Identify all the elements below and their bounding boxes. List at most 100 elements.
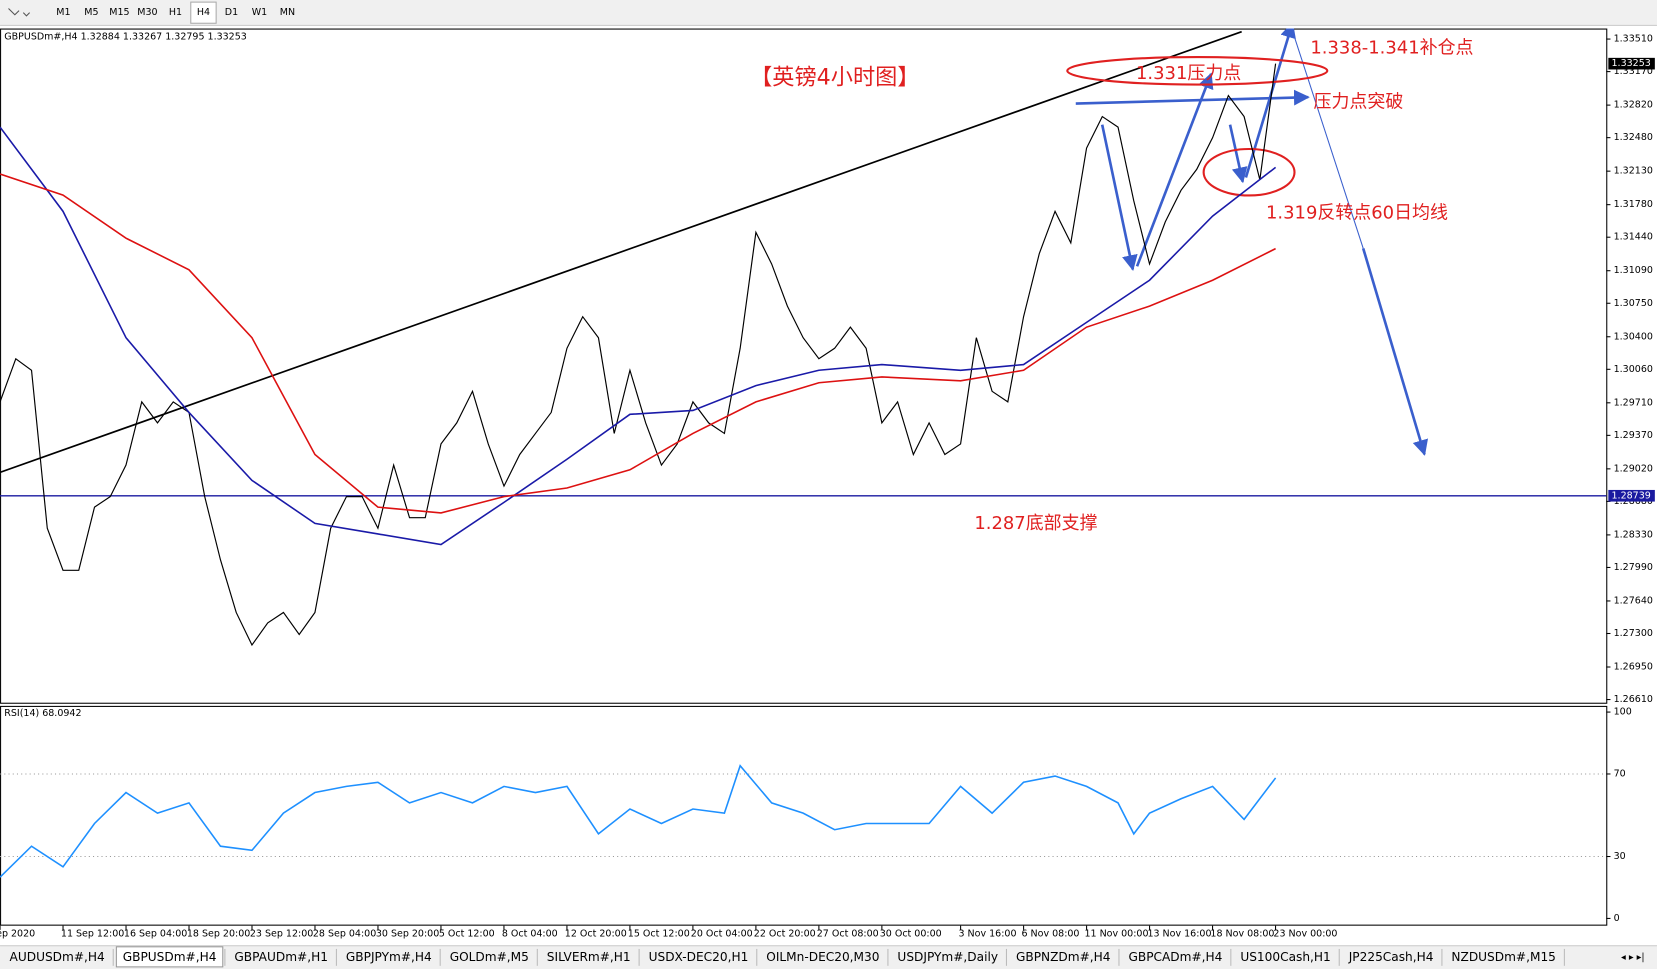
tab-bg bbox=[3, 946, 112, 967]
projection bbox=[1291, 28, 1364, 249]
tab-bg bbox=[228, 946, 335, 967]
x-tick-label: 30 Sep 20:00 bbox=[376, 929, 439, 940]
price-tag-label: 1.33253 bbox=[1612, 58, 1651, 69]
arrow bbox=[1228, 124, 1248, 184]
x-tick-label: 8 Oct 04:00 bbox=[502, 929, 558, 940]
tab[interactable]: AUDUSDm#,H4 bbox=[10, 950, 105, 964]
y-tick-label: 1.27300 bbox=[1614, 628, 1653, 639]
timeframe-button[interactable]: M15 bbox=[109, 7, 129, 18]
drawings bbox=[0, 28, 1429, 474]
tab-bg bbox=[1342, 946, 1440, 967]
tab[interactable]: JP225Cash,H4 bbox=[1348, 950, 1434, 964]
y-tick-label: 1.33170 bbox=[1614, 66, 1653, 77]
tab-bg bbox=[443, 946, 536, 967]
annotation: 1.319反转点60日均线 bbox=[1266, 202, 1448, 223]
y-tick-label: 1.27990 bbox=[1614, 562, 1653, 573]
trendline bbox=[0, 30, 1242, 474]
timeframe-button[interactable]: M1 bbox=[56, 7, 70, 18]
y-tick-label: 100 bbox=[1614, 707, 1632, 718]
price-pane bbox=[0, 28, 1608, 704]
tab[interactable]: GOLDm#,M5 bbox=[450, 950, 529, 964]
timeframe-button[interactable]: M30 bbox=[137, 7, 157, 18]
y-tick-label: 1.33510 bbox=[1614, 34, 1653, 45]
y-tick-label: 30 bbox=[1614, 851, 1626, 862]
y-tick-label: 1.26610 bbox=[1614, 694, 1653, 705]
tab[interactable]: GBPNZDm#,H4 bbox=[1016, 950, 1111, 964]
x-tick-label: 6 Nov 08:00 bbox=[1021, 929, 1079, 940]
x-tick-label: 30 Oct 00:00 bbox=[880, 929, 942, 940]
y-tick-label: 1.29020 bbox=[1614, 463, 1653, 474]
series-line bbox=[0, 126, 1277, 546]
tab-scroll[interactable]: ◂ ▸ ▸| bbox=[1621, 952, 1645, 963]
y-tick-label: 1.26950 bbox=[1614, 662, 1653, 673]
arrow bbox=[1244, 28, 1296, 178]
x-tick-label: 22 Oct 20:00 bbox=[754, 929, 816, 940]
tab-bg bbox=[540, 946, 637, 967]
tab[interactable]: USDX-DEC20,H1 bbox=[649, 950, 749, 964]
timeframe-bar: M1 M5 M15 M30 H1 H4 D1 W1 MN bbox=[56, 1, 295, 24]
tab[interactable]: NZDUSDm#,M15 bbox=[1451, 950, 1555, 964]
tab[interactable]: USDJPYm#,Daily bbox=[897, 950, 998, 964]
annotation: 1.287底部支撑 bbox=[974, 513, 1097, 534]
y-tick-label: 0 bbox=[1614, 913, 1620, 924]
chart-title: 【英镑4小时图】 bbox=[750, 65, 919, 91]
highlight-ellipse bbox=[1202, 147, 1296, 197]
y-tick-label: 1.30750 bbox=[1614, 298, 1653, 309]
y-tick-label: 1.31090 bbox=[1614, 265, 1653, 276]
timeframe-active bbox=[190, 1, 217, 24]
y-tick-label: 1.32130 bbox=[1614, 166, 1653, 177]
x-tick-label: 12 Oct 20:00 bbox=[565, 929, 627, 940]
highlight-ellipse bbox=[1066, 56, 1329, 86]
x-tick-label: 23 Nov 00:00 bbox=[1273, 929, 1337, 940]
timeframe-button[interactable]: M5 bbox=[84, 7, 98, 18]
x-tick-label: 28 Sep 04:00 bbox=[313, 929, 376, 940]
x-tick-label: 11 Sep 12:00 bbox=[61, 929, 124, 940]
y-tick-label: 1.31780 bbox=[1614, 199, 1653, 210]
y-tick-label: 1.32480 bbox=[1614, 132, 1653, 143]
tool-icon[interactable] bbox=[8, 8, 31, 17]
x-tick-label: 23 Sep 12:00 bbox=[250, 929, 313, 940]
tab-bg bbox=[759, 946, 886, 967]
x-tick-label: 15 Oct 12:00 bbox=[628, 929, 690, 940]
price-tag-label: 1.28739 bbox=[1612, 490, 1651, 501]
arrow bbox=[1361, 247, 1429, 456]
tab-bg bbox=[1122, 946, 1229, 967]
tab[interactable]: US100Cash,H1 bbox=[1240, 950, 1330, 964]
tab[interactable]: GBPCADm#,H4 bbox=[1128, 950, 1222, 964]
x-tick-label: 5 Oct 12:00 bbox=[439, 929, 495, 940]
y-tick-label: 1.30400 bbox=[1614, 331, 1653, 342]
y-tick-label: 1.31440 bbox=[1614, 232, 1653, 243]
chart-header: GBPUSDm#,H4 1.32884 1.33267 1.32795 1.33… bbox=[4, 31, 247, 42]
price-tag bbox=[1608, 57, 1655, 70]
series-line bbox=[0, 173, 1276, 514]
tab[interactable]: GBPAUDm#,H1 bbox=[234, 950, 328, 964]
timeframe-button[interactable]: MN bbox=[280, 7, 295, 18]
y-tick-label: 70 bbox=[1614, 768, 1626, 779]
tab-bg bbox=[115, 946, 224, 968]
x-tick-label: 11 Nov 00:00 bbox=[1084, 929, 1148, 940]
rsi-pane bbox=[0, 705, 1608, 926]
tab-bg bbox=[1234, 946, 1338, 967]
tab[interactable]: GBPJPYm#,H4 bbox=[346, 950, 432, 964]
timeframe-button[interactable]: D1 bbox=[225, 7, 238, 18]
y-tick-label: 1.29370 bbox=[1614, 430, 1653, 441]
annotation: 1.331压力点 bbox=[1136, 63, 1241, 84]
timeframe-button[interactable]: H1 bbox=[169, 7, 182, 18]
tab-bg bbox=[1009, 946, 1117, 967]
tab[interactable]: OILMn-DEC20,M30 bbox=[766, 950, 879, 964]
y-tick-label: 1.30060 bbox=[1614, 364, 1653, 375]
price-tag bbox=[1608, 489, 1655, 502]
tab[interactable]: SILVERm#,H1 bbox=[547, 950, 631, 964]
x-tick-label: 9 Sep 2020 bbox=[0, 929, 35, 940]
rsi-title: RSI(14) 68.0942 bbox=[4, 708, 81, 719]
tab[interactable]: GBPUSDm#,H4 bbox=[123, 950, 217, 964]
timeframe-button[interactable]: H4 bbox=[197, 7, 210, 18]
timeframe-button[interactable]: W1 bbox=[252, 7, 267, 18]
arrow bbox=[1100, 124, 1138, 272]
y-tick-label: 1.32820 bbox=[1614, 100, 1653, 111]
tabs: AUDUSDm#,H4 GBPUSDm#,H4 GBPAUDm#,H1 GBPJPYm… bbox=[3, 946, 1565, 968]
x-tick-label: 27 Oct 08:00 bbox=[817, 929, 879, 940]
